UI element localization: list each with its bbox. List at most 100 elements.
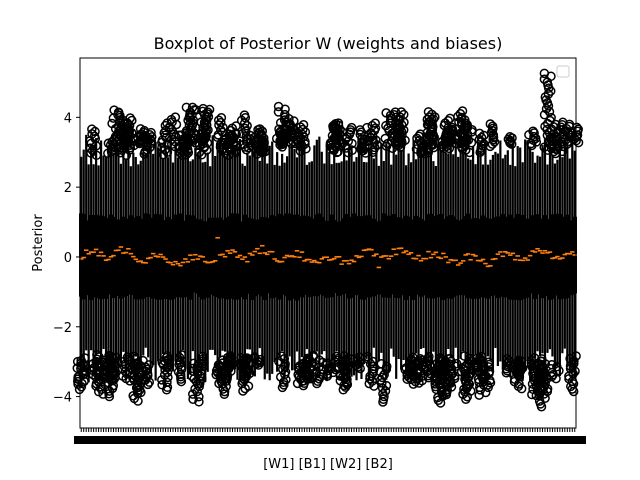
box xyxy=(366,215,372,298)
outlier-marker xyxy=(516,365,526,375)
box xyxy=(371,218,377,297)
box xyxy=(530,215,535,294)
outlier-marker xyxy=(457,106,468,116)
outlier-marker xyxy=(461,394,471,404)
outlier-marker xyxy=(551,373,561,384)
outlier-marker xyxy=(540,393,550,403)
outlier-marker xyxy=(194,391,204,402)
box xyxy=(324,221,329,298)
outlier-marker xyxy=(190,384,200,394)
outlier-marker xyxy=(568,386,579,397)
box xyxy=(227,216,233,294)
box xyxy=(460,219,466,293)
outlier-marker xyxy=(182,145,193,156)
box xyxy=(455,221,461,293)
box xyxy=(195,220,201,294)
outlier-marker xyxy=(528,126,538,136)
box xyxy=(349,218,354,298)
box xyxy=(175,217,181,298)
outlier-marker xyxy=(402,370,412,381)
outlier-marker xyxy=(180,143,191,153)
outlier-marker xyxy=(364,378,375,389)
box xyxy=(150,217,156,299)
outlier-marker xyxy=(298,119,309,130)
box xyxy=(495,216,501,299)
box xyxy=(247,218,253,294)
box xyxy=(403,215,409,300)
outlier-marker xyxy=(122,119,132,129)
box xyxy=(207,217,213,293)
box xyxy=(550,214,555,299)
box xyxy=(418,218,424,297)
box xyxy=(294,214,300,301)
outlier-marker xyxy=(515,361,526,372)
box xyxy=(237,221,243,297)
legend-box xyxy=(556,65,570,78)
outlier-marker xyxy=(162,367,173,378)
box xyxy=(500,214,506,297)
box xyxy=(79,213,84,297)
outlier-marker xyxy=(258,142,269,152)
outlier-marker xyxy=(334,136,345,146)
box xyxy=(309,218,315,297)
outlier-marker xyxy=(540,92,551,102)
outlier-marker xyxy=(188,389,198,399)
box xyxy=(188,219,193,300)
box xyxy=(565,214,570,298)
box xyxy=(250,218,255,300)
y-tick-label: 4 xyxy=(64,111,72,126)
box xyxy=(344,213,349,294)
outlier-marker xyxy=(188,394,198,405)
outlier-marker xyxy=(516,383,527,394)
outlier-marker xyxy=(72,356,83,367)
box xyxy=(173,214,178,293)
box xyxy=(508,214,513,300)
outlier-marker xyxy=(181,132,191,142)
outlier-marker xyxy=(273,101,284,112)
box xyxy=(527,220,533,294)
box xyxy=(361,218,367,300)
plot-area xyxy=(72,68,584,412)
outlier-marker xyxy=(295,146,306,156)
outlier-marker xyxy=(135,132,146,142)
outlier-marker xyxy=(391,118,401,128)
outlier-marker xyxy=(563,128,573,138)
outlier-marker xyxy=(312,378,322,389)
outlier-marker xyxy=(505,132,515,142)
outlier-marker xyxy=(91,381,101,391)
outlier-marker xyxy=(216,113,227,123)
outlier-marker xyxy=(86,148,96,158)
outlier-marker xyxy=(301,359,312,369)
outlier-marker xyxy=(370,118,380,129)
y-axis: −4 −2 0 2 4 xyxy=(53,111,80,406)
y-tick-label: 2 xyxy=(64,181,72,196)
outlier-marker xyxy=(485,119,496,129)
box xyxy=(441,218,446,301)
box xyxy=(106,218,111,294)
box xyxy=(562,216,568,299)
box xyxy=(480,215,486,294)
box xyxy=(498,220,503,297)
box xyxy=(312,220,317,295)
outlier-marker xyxy=(239,110,250,120)
box xyxy=(453,219,458,296)
outlier-marker xyxy=(221,373,231,383)
outlier-marker xyxy=(292,378,303,389)
box xyxy=(121,216,126,298)
outlier-marker xyxy=(143,379,153,390)
outlier-marker xyxy=(461,133,472,144)
outlier-marker xyxy=(117,357,128,367)
box xyxy=(81,214,86,300)
box xyxy=(396,217,401,299)
box xyxy=(567,220,573,293)
box xyxy=(438,214,444,295)
outlier-marker xyxy=(76,382,87,392)
outlier-marker xyxy=(162,363,172,373)
box xyxy=(393,220,399,298)
box xyxy=(413,215,419,293)
box xyxy=(542,215,548,297)
box xyxy=(329,214,334,298)
outlier-marker xyxy=(453,111,463,122)
box xyxy=(322,220,327,296)
y-tick-label: −2 xyxy=(53,321,72,336)
